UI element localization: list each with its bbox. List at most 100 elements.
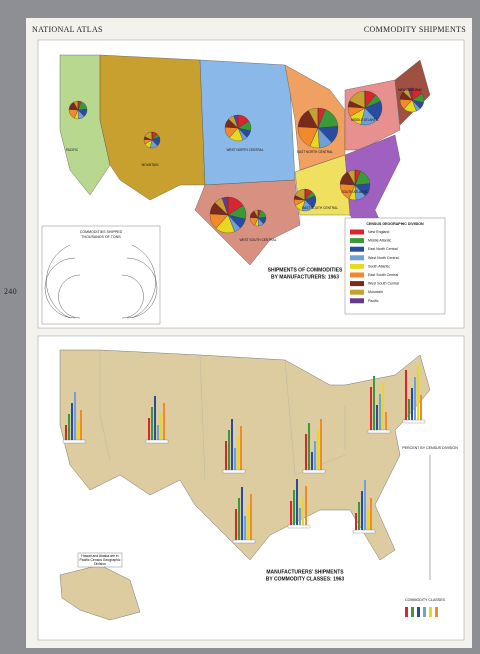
bar xyxy=(77,421,79,440)
bar-label-box xyxy=(287,524,311,529)
top-subtitle: BY MANUFACTURERS: 1963 xyxy=(271,274,339,280)
bar xyxy=(65,425,67,440)
legend-swatch xyxy=(350,238,364,244)
size-legend-arcs xyxy=(44,244,158,319)
legend-label: Pacific xyxy=(368,299,379,303)
bar-label-box xyxy=(232,539,256,544)
bar xyxy=(240,426,242,470)
bottom-title: MANUFACTURERS' SHIPMENTS xyxy=(266,569,344,575)
bar xyxy=(225,441,227,470)
bar xyxy=(157,425,159,440)
bar-label-box xyxy=(145,439,169,444)
legend-label: Middle Atlantic xyxy=(368,239,391,243)
bar-label-box xyxy=(302,469,326,474)
legend-swatch xyxy=(350,263,364,269)
class-swatch xyxy=(423,607,426,617)
legend-swatch xyxy=(350,298,364,304)
bar xyxy=(411,388,413,420)
pie-symbols xyxy=(68,87,425,234)
legend-label: East South Central xyxy=(368,273,398,277)
bar-symbols xyxy=(62,366,438,617)
legend-label: West North Central xyxy=(368,256,399,260)
class-swatch xyxy=(411,607,414,617)
bar xyxy=(379,394,381,430)
region-label: EAST NORTH CENTRAL xyxy=(297,150,333,154)
bar xyxy=(299,508,301,525)
bar xyxy=(74,392,76,440)
bar-label-box xyxy=(222,469,246,474)
legend-swatch xyxy=(350,246,364,252)
bar xyxy=(244,516,246,540)
bar xyxy=(68,414,70,440)
bar xyxy=(364,480,366,530)
commodity-map xyxy=(59,349,431,561)
bar xyxy=(235,509,237,540)
bar xyxy=(385,412,387,430)
bar xyxy=(231,419,233,470)
class-swatch xyxy=(429,607,432,617)
bar xyxy=(237,437,239,470)
bar xyxy=(317,430,319,470)
state-lines xyxy=(99,350,346,481)
bar xyxy=(382,383,384,430)
note-box xyxy=(77,552,123,568)
note: Hawaii and Alaska are in Pacific Census … xyxy=(79,554,121,567)
bar-label-box xyxy=(367,429,391,434)
size-legend-subtitle: THOUSANDS OF TONS xyxy=(81,235,121,239)
header-left: NATIONAL ATLAS xyxy=(32,25,103,34)
bar xyxy=(308,423,310,470)
legend-swatch xyxy=(350,229,364,235)
bar xyxy=(250,494,252,540)
legend-label: East North Central xyxy=(368,247,398,251)
percent-label: PERCENT BY CENSUS DIVISION xyxy=(402,446,458,450)
bar xyxy=(154,396,156,440)
bar xyxy=(241,487,243,540)
region-label: WEST NORTH CENTRAL xyxy=(226,148,263,152)
bar-label-box xyxy=(402,419,426,424)
legend-swatch xyxy=(350,272,364,278)
region-label: EAST SOUTH CENTRAL xyxy=(302,206,338,210)
bar-label-box xyxy=(62,439,86,444)
bar xyxy=(367,509,369,530)
bar xyxy=(293,490,295,525)
region-label: NEW ENGLAND xyxy=(398,88,422,92)
classes-title: COMMODITY CLASSES xyxy=(405,598,445,602)
class-swatch xyxy=(417,607,420,617)
region-label: MIDDLE ATLANTIC xyxy=(351,118,380,122)
bar xyxy=(305,486,307,525)
bottom-subtitle: BY COMMODITY CLASSES: 1963 xyxy=(266,576,345,582)
bar xyxy=(290,501,292,525)
legend-swatch xyxy=(350,289,364,295)
bar xyxy=(314,441,316,470)
bar xyxy=(302,497,304,525)
header-right: COMMODITY SHIPMENTS xyxy=(364,25,466,34)
legend-label: New England xyxy=(368,230,389,234)
region-label: MOUNTAIN xyxy=(142,163,159,167)
bar xyxy=(417,366,419,420)
bar xyxy=(148,418,150,440)
region-label: PACIFIC xyxy=(66,148,79,152)
pie-slice xyxy=(233,114,239,129)
bar xyxy=(408,399,410,420)
bar xyxy=(163,403,165,440)
bar xyxy=(160,414,162,440)
bar xyxy=(320,419,322,470)
pie-slice xyxy=(221,196,229,216)
class-swatch xyxy=(405,607,408,617)
bar xyxy=(370,498,372,530)
legend-swatch xyxy=(350,281,364,287)
bar xyxy=(247,505,249,540)
note-text: Hawaii and Alaska are in Pacific Census … xyxy=(79,554,121,567)
bar xyxy=(296,479,298,525)
legend-label: Mountain xyxy=(368,290,383,294)
top-title: SHIPMENTS OF COMMODITIES xyxy=(268,267,343,273)
region-label: SOUTH ATLANTIC xyxy=(341,190,369,194)
bar xyxy=(358,502,360,530)
bar xyxy=(373,376,375,430)
legend-swatch xyxy=(350,255,364,261)
legend-label: West South Central xyxy=(368,282,399,286)
size-legend-box xyxy=(41,225,161,325)
bar xyxy=(355,513,357,530)
bar xyxy=(80,410,82,440)
